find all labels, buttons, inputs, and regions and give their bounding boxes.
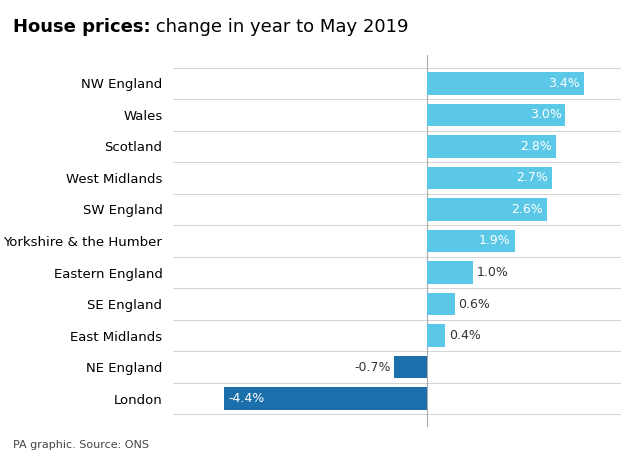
Bar — [427, 167, 552, 189]
Text: PA graphic. Source: ONS: PA graphic. Source: ONS — [13, 440, 149, 450]
Bar — [427, 104, 565, 126]
Bar — [427, 230, 515, 252]
Text: 1.9%: 1.9% — [479, 235, 511, 247]
Bar — [394, 356, 427, 378]
Text: -4.4%: -4.4% — [228, 392, 264, 405]
Bar — [427, 293, 454, 315]
Text: 3.4%: 3.4% — [548, 77, 580, 90]
Bar — [427, 324, 445, 347]
Text: 0.6%: 0.6% — [458, 297, 490, 311]
Bar — [427, 198, 547, 221]
Text: House prices:: House prices: — [13, 18, 150, 36]
Text: 2.6%: 2.6% — [511, 203, 543, 216]
Text: -0.7%: -0.7% — [355, 361, 391, 374]
Bar — [427, 135, 556, 158]
Text: 1.0%: 1.0% — [477, 266, 509, 279]
Text: 3.0%: 3.0% — [530, 108, 562, 121]
Bar — [223, 387, 427, 410]
Text: 2.7%: 2.7% — [516, 171, 548, 185]
Text: change in year to May 2019: change in year to May 2019 — [150, 18, 409, 36]
Bar — [427, 72, 584, 95]
Bar — [427, 261, 473, 284]
Text: 2.8%: 2.8% — [520, 140, 552, 153]
Text: 0.4%: 0.4% — [449, 329, 481, 342]
